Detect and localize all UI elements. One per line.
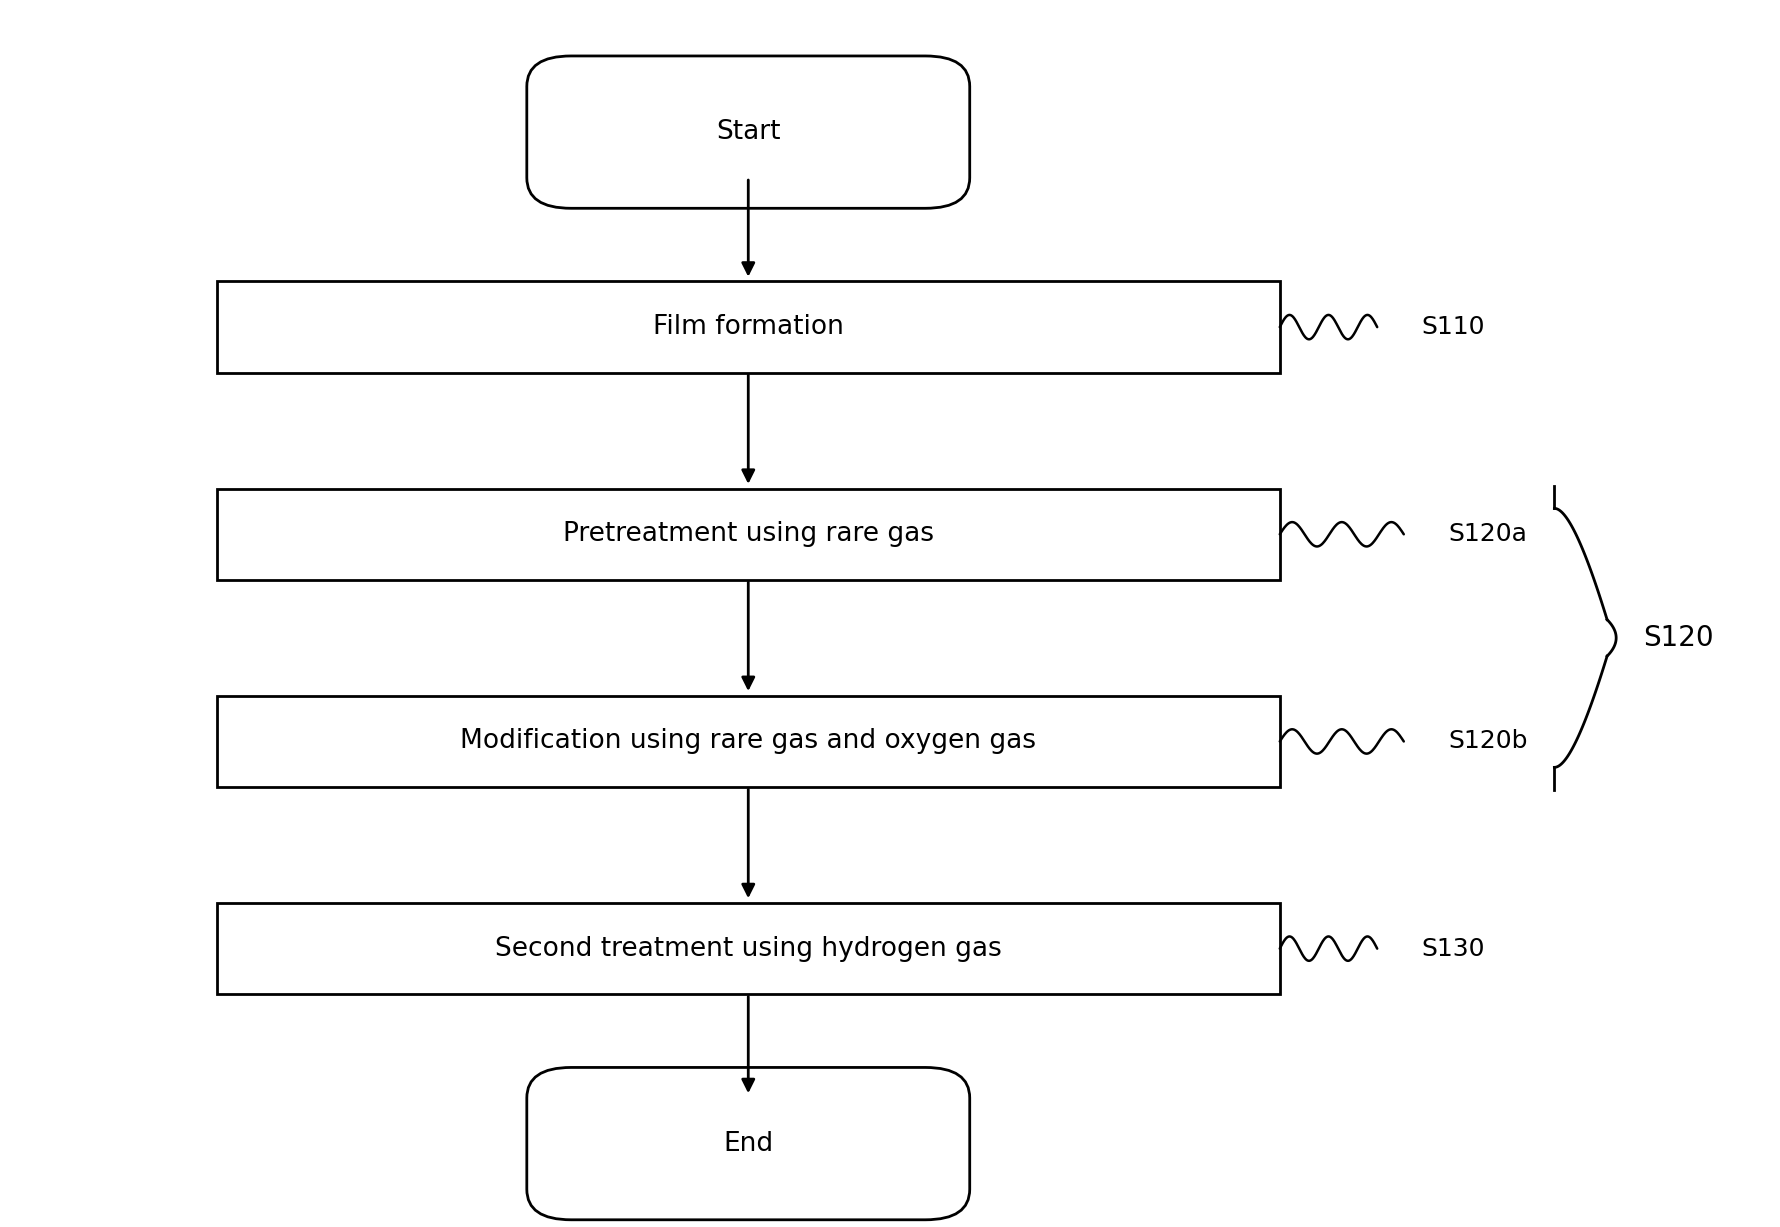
FancyBboxPatch shape — [217, 281, 1280, 373]
Text: S120: S120 — [1643, 623, 1714, 652]
Text: Start: Start — [716, 119, 780, 145]
FancyBboxPatch shape — [527, 56, 970, 209]
FancyBboxPatch shape — [527, 1067, 970, 1220]
Text: Second treatment using hydrogen gas: Second treatment using hydrogen gas — [495, 936, 1002, 962]
FancyBboxPatch shape — [217, 488, 1280, 580]
Text: S120b: S120b — [1449, 730, 1527, 753]
Text: S130: S130 — [1422, 936, 1485, 961]
Text: Pretreatment using rare gas: Pretreatment using rare gas — [562, 521, 934, 547]
Text: Modification using rare gas and oxygen gas: Modification using rare gas and oxygen g… — [461, 729, 1036, 755]
Text: End: End — [723, 1130, 773, 1157]
Text: S120a: S120a — [1449, 523, 1527, 546]
FancyBboxPatch shape — [217, 696, 1280, 788]
Text: S110: S110 — [1422, 315, 1485, 339]
FancyBboxPatch shape — [217, 903, 1280, 994]
Text: Film formation: Film formation — [653, 314, 844, 340]
